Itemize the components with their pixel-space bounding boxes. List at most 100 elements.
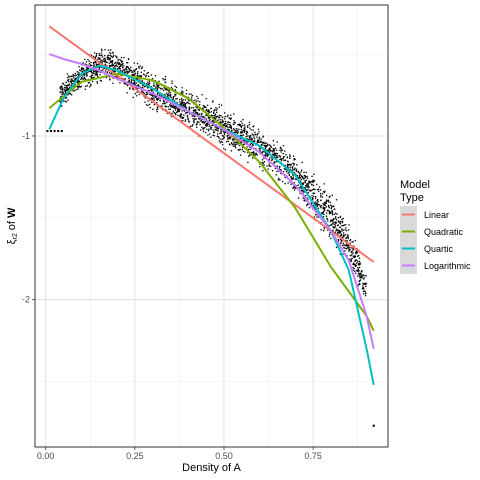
scatter-point xyxy=(103,58,105,61)
scatter-point xyxy=(212,100,214,102)
scatter-point xyxy=(84,58,86,61)
scatter-point xyxy=(334,212,337,214)
scatter-point xyxy=(221,141,224,143)
scatter-point xyxy=(104,59,106,62)
scatter-point xyxy=(227,121,229,123)
scatter-point xyxy=(181,117,184,120)
scatter-point xyxy=(262,136,264,138)
scatter-point xyxy=(239,148,241,151)
scatter-point xyxy=(152,84,155,87)
scatter-point xyxy=(295,170,298,173)
scatter-point xyxy=(228,129,231,131)
scatter-point xyxy=(280,159,283,162)
scatter-point xyxy=(297,197,300,199)
scatter-point xyxy=(348,247,350,249)
scatter-point xyxy=(156,92,159,95)
scatter-point xyxy=(341,220,344,223)
scatter-point xyxy=(324,190,326,192)
scatter-point xyxy=(313,173,315,175)
scatter-point xyxy=(224,115,226,118)
scatter-point xyxy=(213,131,215,134)
scatter-point xyxy=(190,125,192,128)
scatter-point xyxy=(134,69,137,71)
scatter-point xyxy=(183,114,185,116)
scatter-point xyxy=(109,78,111,81)
scatter-point xyxy=(72,75,74,78)
scatter-point xyxy=(70,78,73,80)
scatter-point xyxy=(82,78,84,80)
scatter-point xyxy=(114,67,117,70)
scatter-point xyxy=(231,144,234,146)
scatter-point xyxy=(300,178,303,181)
scatter-point xyxy=(104,54,106,57)
scatter-point xyxy=(337,217,340,219)
scatter-point xyxy=(276,141,278,143)
scatter-point xyxy=(62,91,64,93)
scatter-point xyxy=(262,162,264,164)
legend-label-logarithmic: Logarithmic xyxy=(424,261,471,271)
scatter-outlier-point xyxy=(53,129,56,133)
scatter-point xyxy=(205,97,208,100)
scatter-point xyxy=(111,62,113,64)
x-tick-label: 0.75 xyxy=(304,451,322,461)
scatter-point xyxy=(162,77,164,80)
plot-border xyxy=(34,4,389,448)
scatter-point xyxy=(131,71,133,73)
scatter-point xyxy=(273,161,275,163)
scatter-point xyxy=(167,105,170,108)
scatter-point xyxy=(329,195,331,198)
y-axis-title-middle: of xyxy=(6,218,18,233)
scatter-point xyxy=(115,64,118,67)
scatter-point xyxy=(361,287,364,290)
scatter-point xyxy=(141,66,143,68)
scatter-point xyxy=(104,64,106,66)
scatter-point xyxy=(230,127,233,130)
x-tick-label: 0.50 xyxy=(215,451,233,461)
scatter-point xyxy=(189,103,191,105)
scatter-point xyxy=(95,55,97,58)
scatter-point xyxy=(251,133,254,135)
scatter-point xyxy=(184,119,187,121)
scatter-outlier-point xyxy=(60,129,63,133)
scatter-point xyxy=(321,196,324,198)
scatter-point xyxy=(311,181,313,183)
scatter-point xyxy=(362,285,364,287)
scatter-point xyxy=(81,77,83,79)
scatter-point xyxy=(68,78,70,80)
scatter-point xyxy=(185,89,188,92)
scatter-point xyxy=(218,140,221,142)
scatter-point xyxy=(164,88,167,90)
scatter-point xyxy=(210,128,212,130)
scatter-point xyxy=(304,181,306,184)
scatter-point xyxy=(306,204,308,207)
scatter-point xyxy=(252,129,254,131)
scatter-point xyxy=(272,149,274,152)
scatter-point xyxy=(315,202,317,204)
scatter-point xyxy=(62,83,65,85)
scatter-point xyxy=(322,229,325,232)
scatter-point xyxy=(236,128,238,130)
scatter-point xyxy=(184,99,187,101)
scatter-point xyxy=(311,194,313,197)
scatter-point xyxy=(83,77,85,79)
scatter-point xyxy=(181,110,183,112)
scatter-point xyxy=(154,87,157,89)
scatter-point xyxy=(240,128,243,131)
scatter-point xyxy=(359,276,362,279)
scatter-point xyxy=(291,177,294,180)
scatter-point xyxy=(116,62,118,64)
scatter-point xyxy=(99,79,102,82)
scatter-point xyxy=(314,195,317,198)
scatter-point xyxy=(70,94,73,96)
scatter-point xyxy=(202,130,205,133)
scatter-point xyxy=(150,89,153,91)
scatter-point xyxy=(148,83,151,85)
scatter-point xyxy=(94,72,96,74)
scatter-point xyxy=(220,104,223,106)
scatter-point xyxy=(334,225,336,228)
scatter-point xyxy=(169,105,172,108)
scatter-point xyxy=(287,182,289,184)
scatter-point xyxy=(249,138,251,140)
scatter-point xyxy=(69,80,72,82)
scatter-point xyxy=(142,91,145,94)
